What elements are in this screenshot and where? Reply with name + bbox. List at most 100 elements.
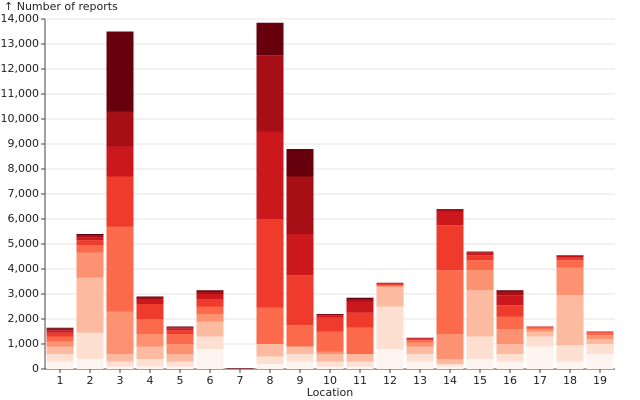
x-tick-label: 17 <box>533 374 547 387</box>
bar-segment <box>106 111 134 147</box>
bar-segment <box>76 240 104 246</box>
bar-segment <box>136 299 164 304</box>
bar-segment <box>436 359 464 364</box>
bar-segment <box>136 297 164 299</box>
bar-segment <box>466 260 494 271</box>
bar-segment <box>136 319 164 334</box>
x-tick-label: 10 <box>323 374 337 387</box>
bar-segment <box>316 361 344 367</box>
bar-segment <box>46 332 74 337</box>
bar-segment <box>346 297 374 299</box>
bar-segment <box>406 342 434 347</box>
bar-segment <box>556 361 584 369</box>
bar-segment <box>466 251 494 253</box>
bar-segment <box>106 361 134 367</box>
bar-segment <box>316 354 344 362</box>
bar-segment <box>526 327 554 329</box>
bar-segment <box>436 334 464 359</box>
bar-segment <box>466 252 494 256</box>
bar-segment <box>586 332 614 333</box>
bar-segment <box>556 256 584 258</box>
bar-segment <box>46 336 74 342</box>
bar-segment <box>526 329 554 332</box>
bar-segment <box>586 335 614 339</box>
bar-segment <box>166 326 194 328</box>
x-tick-label: 8 <box>267 374 274 387</box>
bar-segment <box>196 321 224 337</box>
bar-segment <box>136 359 164 367</box>
y-axis-label: ↑ Number of reports <box>4 0 118 13</box>
y-tick-label: 9,000 <box>8 137 40 150</box>
bar-segment <box>196 336 224 349</box>
bar-segment <box>136 334 164 347</box>
bar-segment <box>526 336 554 347</box>
bar-segment <box>106 176 134 227</box>
bar-segment <box>466 270 494 291</box>
bar-segment <box>46 341 74 347</box>
x-tick-label: 19 <box>593 374 607 387</box>
bar-segment <box>166 361 194 367</box>
bar-segment <box>556 345 584 362</box>
bar-segment <box>496 329 524 344</box>
bar-segment <box>436 270 464 334</box>
bar-segment <box>286 354 314 362</box>
bar-segment <box>346 327 374 354</box>
bar-segment <box>556 255 584 257</box>
y-tick-label: 8,000 <box>8 162 40 175</box>
bar-segment <box>586 344 614 354</box>
bar-segment <box>376 306 404 349</box>
x-tick-label: 18 <box>563 374 577 387</box>
bar-segment <box>496 316 524 329</box>
y-tick-label: 6,000 <box>8 212 40 225</box>
bar-segment <box>256 219 284 308</box>
bar-segment <box>196 314 224 322</box>
bar-segment <box>556 260 584 268</box>
bar-segment <box>106 146 134 177</box>
bar-segment <box>166 334 194 344</box>
bar-segment <box>316 331 344 352</box>
bar-segment <box>136 304 164 319</box>
bar-segment <box>316 314 344 316</box>
bar-segment <box>376 286 404 307</box>
bar-segment <box>166 354 194 362</box>
bar-segment <box>196 294 224 299</box>
bar-segment <box>376 282 404 284</box>
bar-segment <box>166 328 194 331</box>
x-tick-label: 5 <box>177 374 184 387</box>
bar-segment <box>586 339 614 344</box>
bar-segment <box>586 332 614 336</box>
y-tick-label: 12,000 <box>1 62 40 75</box>
bar-segment <box>346 366 374 369</box>
bar-segment <box>196 306 224 314</box>
bar-segment <box>76 235 104 238</box>
y-tick-label: 5,000 <box>8 237 40 250</box>
bar-segment <box>46 361 74 369</box>
bar-segment <box>526 327 554 328</box>
y-tick-label: 13,000 <box>1 37 40 50</box>
bar-segment <box>166 330 194 334</box>
bar-segment <box>286 346 314 354</box>
bar-segment <box>526 346 554 369</box>
bar-segment <box>106 226 134 312</box>
bar-segment <box>496 290 524 292</box>
bar-segment <box>286 234 314 276</box>
bar-segment <box>436 225 464 271</box>
x-axis-label: Location <box>307 386 354 399</box>
bar-segment <box>406 361 434 369</box>
bar-segment <box>496 295 524 306</box>
bar-segment <box>166 344 194 354</box>
bar-segment <box>256 22 284 56</box>
y-tick-label: 2,000 <box>8 312 40 325</box>
bar-segment <box>286 176 314 234</box>
bar-segment <box>466 359 494 369</box>
bar-segment <box>406 354 434 362</box>
bar-segment <box>436 209 464 212</box>
y-tick-label: 1,000 <box>8 337 40 350</box>
y-tick-label: 11,000 <box>1 87 40 100</box>
bar-segment <box>76 252 104 278</box>
x-tick-label: 13 <box>413 374 427 387</box>
bar-segment <box>226 368 254 369</box>
bar-segment <box>286 361 314 369</box>
x-tick-label: 15 <box>473 374 487 387</box>
